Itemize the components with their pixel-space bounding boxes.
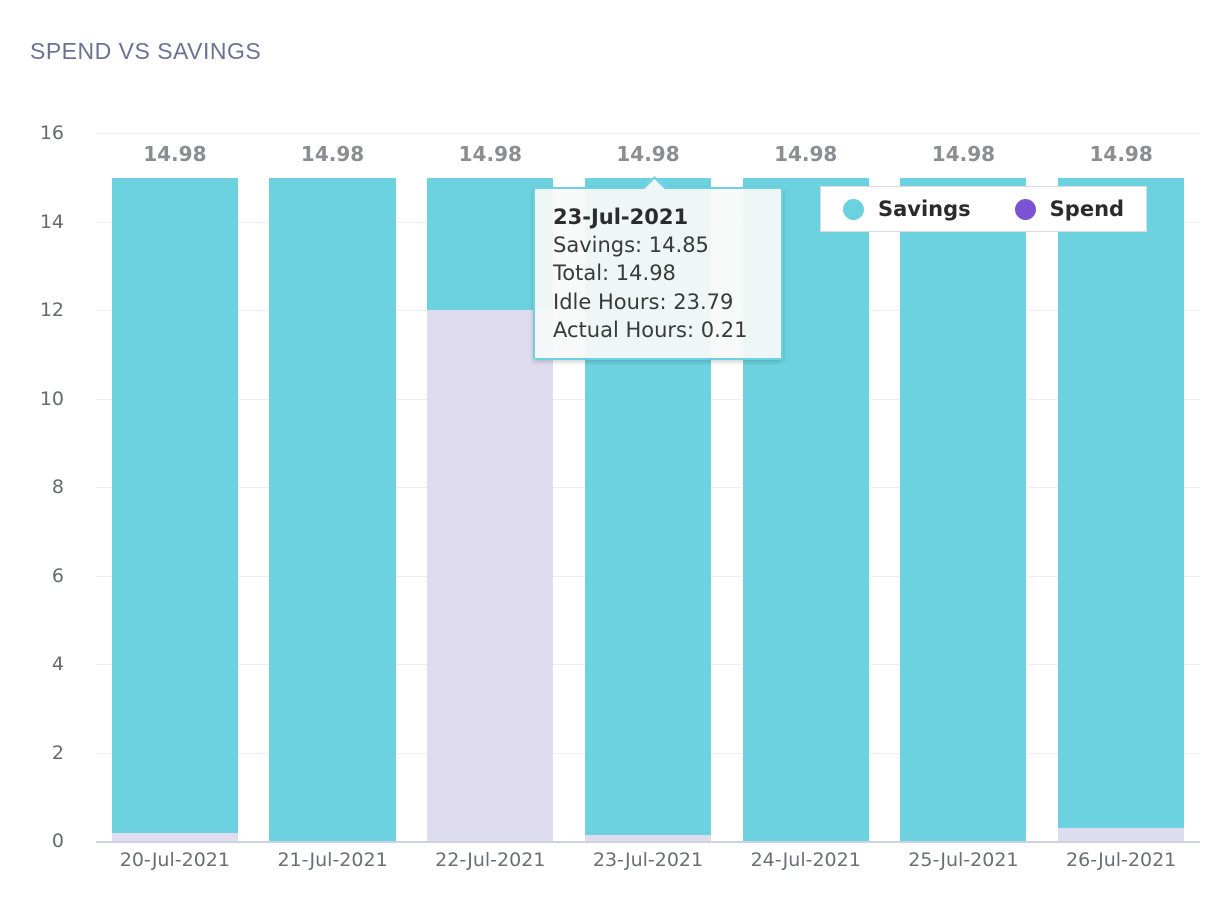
tooltip-title: 23-Jul-2021	[553, 205, 689, 229]
y-axis-tick-label: 4	[51, 653, 64, 675]
gridline	[96, 841, 1200, 843]
x-axis-tick-label: 25-Jul-2021	[908, 849, 1019, 871]
bar-segment-spend[interactable]	[1058, 827, 1185, 841]
bar-value-label: 14.98	[616, 142, 680, 167]
x-axis-tick-label: 20-Jul-2021	[119, 849, 230, 871]
bar-slot[interactable]: 14.98 22-Jul-2021	[411, 133, 569, 871]
bar-segment-savings[interactable]	[1058, 178, 1185, 828]
x-axis-tick-label: 26-Jul-2021	[1066, 849, 1177, 871]
bar-value-label: 14.98	[300, 142, 365, 167]
bar-stack[interactable]	[1058, 178, 1185, 841]
tooltip-row: Total: 14.98	[553, 261, 676, 286]
bar-segment-savings[interactable]	[269, 178, 396, 841]
x-axis-tick-label: 24-Jul-2021	[750, 849, 861, 871]
legend-item-label: Savings	[878, 197, 971, 221]
x-axis-tick-label: 23-Jul-2021	[592, 849, 704, 871]
bar-stack[interactable]	[269, 178, 396, 841]
bar-segment-spend[interactable]	[427, 310, 554, 841]
bar-value-label: 14.98	[1089, 142, 1153, 167]
y-axis-tick-label: 16	[39, 122, 64, 144]
chart-tooltip: 23-Jul-2021 Savings: 14.85 Total: 14.98 Id…	[533, 187, 783, 361]
bar-stack[interactable]	[900, 178, 1027, 841]
bar-segment-savings[interactable]	[111, 178, 238, 834]
bar-value-label: 14.98	[458, 142, 522, 167]
page-title: SPEND VS SAVINGS	[30, 38, 262, 64]
tooltip-rows: Savings: 14.85 Total: 14.98 Idle Hours: 23…	[553, 231, 763, 344]
y-axis-tick-label: 2	[51, 741, 64, 764]
tooltip-row: Actual Hours: 0.21	[553, 318, 748, 343]
y-axis-tick-label: 6	[51, 564, 64, 587]
bar-segment-spend[interactable]	[584, 835, 712, 841]
bar-segment-savings[interactable]	[427, 178, 554, 310]
y-axis-tick-label: 0	[51, 830, 64, 852]
chart-legend[interactable]: Savings Spend	[820, 186, 1148, 232]
bar-slot[interactable]: 14.98 21-Jul-2021	[254, 133, 412, 871]
x-axis-tick-label: 22-Jul-2021	[435, 849, 546, 871]
legend-item-spend[interactable]: Spend	[1014, 197, 1125, 221]
x-axis-tick-label: 21-Jul-2021	[277, 849, 388, 871]
bar-stack[interactable]	[427, 178, 554, 841]
y-axis-tick-label: 8	[51, 476, 64, 498]
tooltip-row: Idle Hours: 23.79	[553, 289, 734, 314]
bar-segment-spend[interactable]	[111, 833, 238, 841]
bar-value-label: 14.98	[143, 142, 207, 167]
y-axis-tick-label: 14	[39, 210, 64, 233]
bar-slot[interactable]: 14.98 26-Jul-2021	[1042, 133, 1200, 871]
bar-stack[interactable]	[111, 178, 238, 841]
y-axis-tick-label: 10	[39, 387, 64, 410]
bar-slot[interactable]: 14.98 25-Jul-2021	[885, 133, 1043, 871]
bar-value-label: 14.98	[931, 142, 996, 167]
bar-segment-savings[interactable]	[900, 178, 1027, 841]
tooltip-row: Savings: 14.85	[553, 233, 709, 257]
circle-dot-icon	[1014, 198, 1036, 220]
gridline	[96, 133, 1200, 134]
bar-value-label: 14.98	[774, 142, 838, 167]
legend-item-label: Spend	[1049, 197, 1125, 221]
y-axis-tick-label: 12	[39, 299, 64, 321]
tooltip-arrow-icon	[643, 176, 667, 189]
circle-dot-icon	[843, 198, 864, 220]
bar-slot[interactable]: 14.98 20-Jul-2021	[96, 133, 254, 871]
legend-item-savings[interactable]: Savings	[843, 197, 971, 221]
